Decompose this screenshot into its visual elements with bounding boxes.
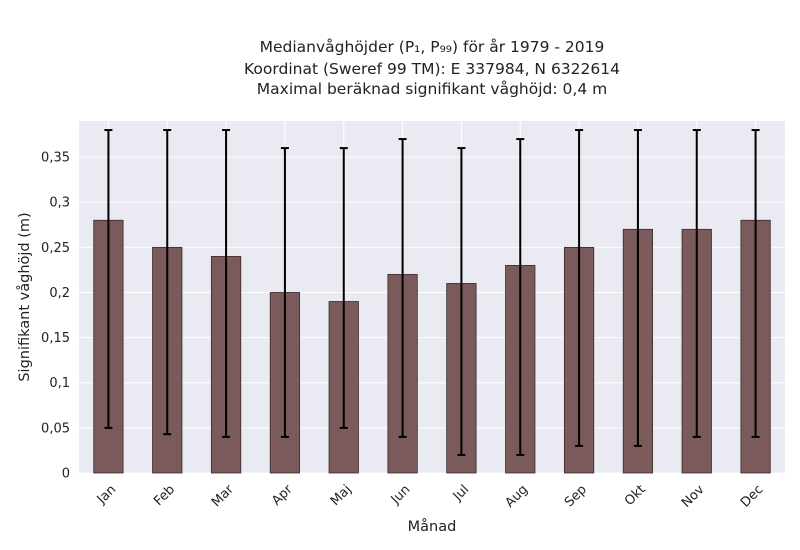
y-tick-label: 0,1: [49, 376, 70, 391]
y-axis-label: Signifikant våghöjd (m): [16, 212, 33, 381]
error-bar-nov: [692, 129, 701, 438]
x-tick-label: Okt: [622, 482, 649, 509]
title-line-3: Maximal beräknad signifikant våghöjd: 0,…: [257, 80, 607, 98]
error-bars: [104, 129, 760, 456]
plot-area: [79, 121, 785, 473]
y-tick-label: 0,35: [41, 151, 70, 166]
error-bar-sep: [575, 129, 584, 447]
error-bar-mar: [222, 129, 231, 438]
y-tick-label: 0,25: [41, 241, 70, 256]
error-bar-okt: [633, 129, 642, 447]
y-tick-label: 0,05: [41, 421, 70, 436]
error-bar-feb: [163, 129, 172, 436]
x-tick-label: Feb: [151, 482, 178, 509]
x-tick-label: Dec: [738, 482, 766, 510]
x-tick-label: Sep: [562, 482, 590, 510]
y-tick-label: 0: [62, 467, 70, 482]
x-axis-ticks: Jan Feb Mar Apr Maj Jun Jul Aug Sep Okt Nov Dec: [94, 482, 767, 511]
error-bar-aug: [516, 138, 525, 456]
y-tick-label: 0,3: [49, 196, 70, 211]
title-line-2: Koordinat (Sweref 99 TM): E 337984, N 63…: [244, 60, 620, 78]
error-bar-dec: [751, 129, 760, 438]
error-bar-jul: [457, 147, 466, 456]
x-tick-label: Jul: [450, 482, 472, 504]
y-axis-ticks: 0 0,05 0,1 0,15 0,2 0,25 0,3 0,35: [41, 151, 70, 482]
x-tick-label: Nov: [679, 482, 708, 511]
x-tick-label: Mar: [209, 482, 237, 510]
x-tick-label: Maj: [328, 482, 355, 509]
x-tick-label: Aug: [503, 482, 532, 511]
x-tick-label: Apr: [269, 482, 296, 509]
x-axis-label: Månad: [408, 518, 457, 535]
y-tick-label: 0,2: [49, 286, 70, 301]
x-tick-label: Jan: [94, 482, 119, 507]
title-line-1: Medianvåghöjder (P₁, P₉₉) för år 1979 - …: [260, 38, 605, 56]
error-bar-apr: [280, 147, 289, 438]
error-bar-maj: [339, 147, 348, 429]
error-bar-jan: [104, 129, 113, 429]
chart-title: Medianvåghöjder (P₁, P₉₉) för år 1979 - …: [244, 38, 620, 98]
y-tick-label: 0,15: [41, 331, 70, 346]
x-tick-label: Jun: [388, 482, 414, 508]
error-bar-jun: [398, 138, 407, 438]
